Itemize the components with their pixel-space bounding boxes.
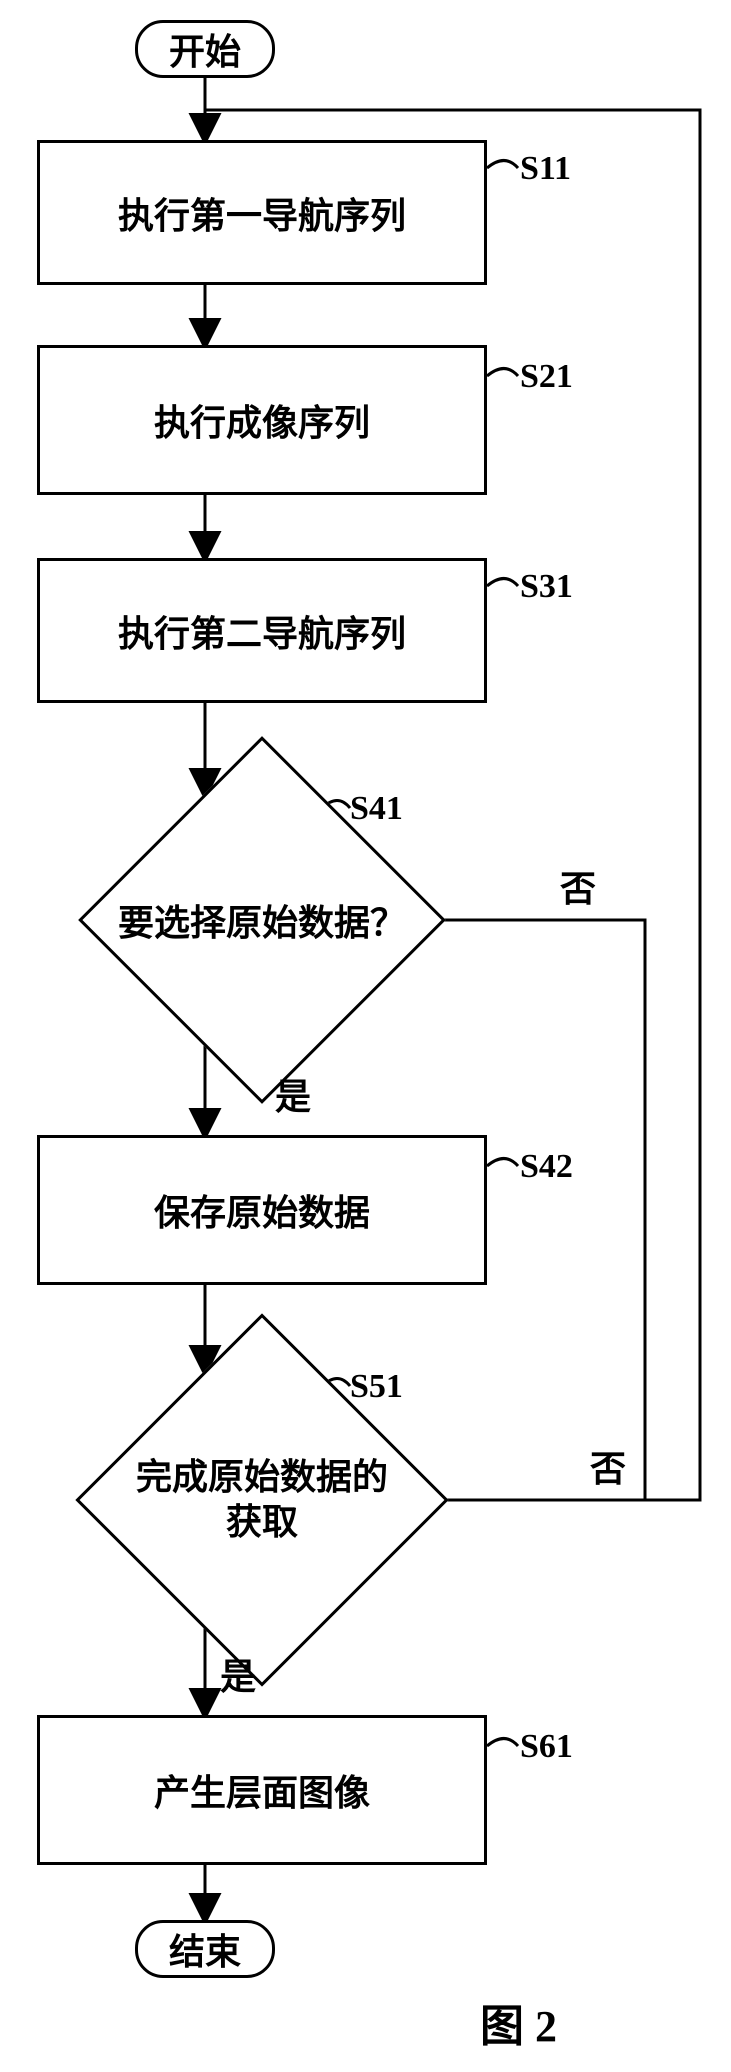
flowchart-canvas: 开始 执行第一导航序列 执行成像序列 执行第二导航序列 要选择原始数据？ 保存原… (0, 0, 731, 2072)
s51-text: 完成原始数据的获取 (136, 1457, 388, 1542)
end-terminal: 结束 (135, 1920, 275, 1978)
s21-text: 执行成像序列 (154, 394, 370, 446)
tag-s21: S21 (520, 358, 573, 396)
step-s21: 执行成像序列 (37, 345, 487, 495)
s41-yes-label: 是 (275, 1068, 311, 1120)
tag-s42: S42 (520, 1148, 573, 1186)
start-terminal: 开始 (135, 20, 275, 78)
step-s61: 产生层面图像 (37, 1715, 487, 1865)
tag-s11: S11 (520, 150, 571, 188)
tag-s51: S51 (350, 1368, 403, 1406)
decision-s51: 完成原始数据的获取 (130, 1368, 394, 1632)
step-s42: 保存原始数据 (37, 1135, 487, 1285)
step-s31: 执行第二导航序列 (37, 558, 487, 703)
figure-caption: 图 2 (480, 1990, 557, 2054)
s41-no-label: 否 (560, 860, 596, 912)
s51-yes-label: 是 (220, 1648, 256, 1700)
start-label: 开始 (169, 23, 241, 75)
tag-s41: S41 (350, 790, 403, 828)
s41-text: 要选择原始数据？ (118, 903, 406, 943)
s11-text: 执行第一导航序列 (118, 187, 406, 239)
s42-text: 保存原始数据 (154, 1184, 370, 1236)
s61-text: 产生层面图像 (154, 1764, 370, 1816)
tag-s61: S61 (520, 1728, 573, 1766)
s31-text: 执行第二导航序列 (118, 605, 406, 657)
end-label: 结束 (169, 1923, 241, 1975)
tag-s31: S31 (520, 568, 573, 606)
step-s11: 执行第一导航序列 (37, 140, 487, 285)
decision-s41: 要选择原始数据？ (132, 790, 392, 1050)
s51-no-label: 否 (590, 1440, 626, 1492)
